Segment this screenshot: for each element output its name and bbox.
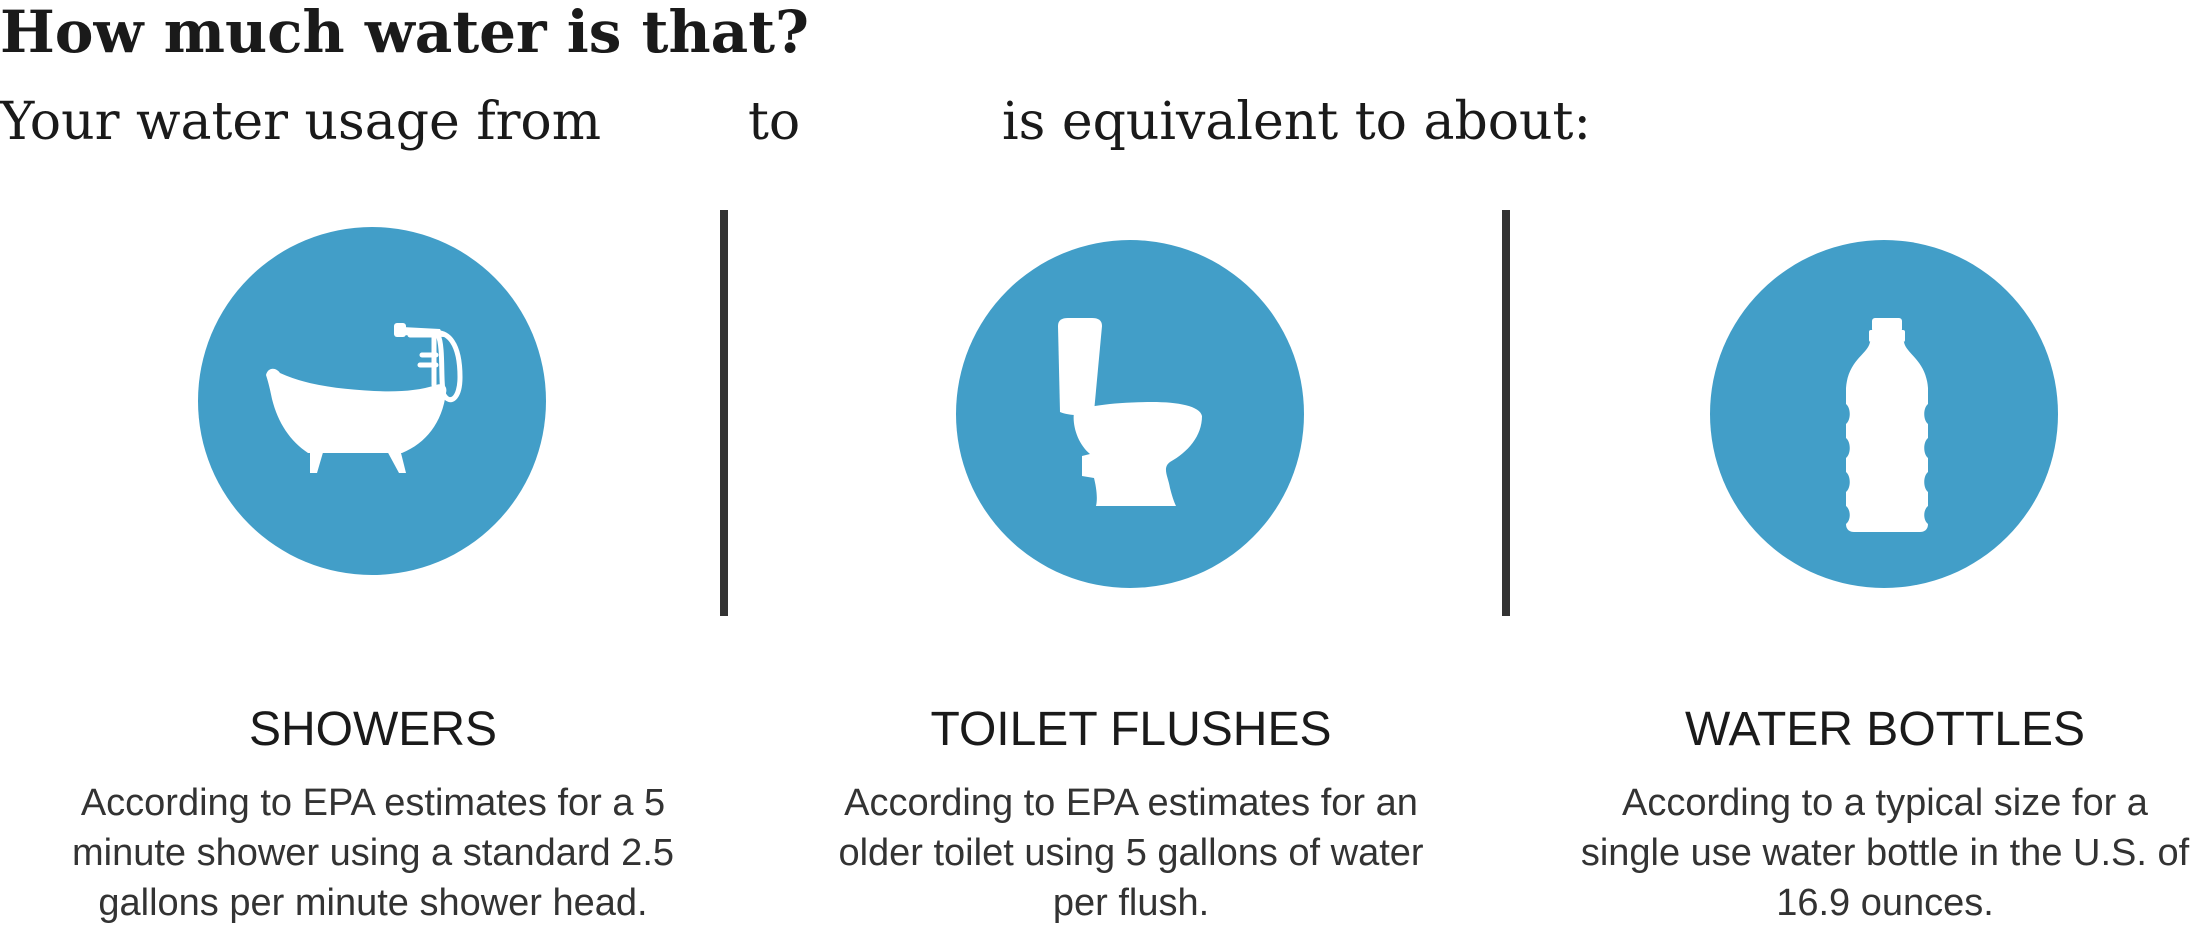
toilet-column: TOILET FLUSHES According to EPA estimate… bbox=[781, 0, 1481, 935]
showers-title: SHOWERS bbox=[248, 703, 497, 756]
water-bottles-column: WATER BOTTLES According to a typical siz… bbox=[1535, 0, 2211, 935]
toilet-flushes-title: TOILET FLUSHES bbox=[930, 703, 1332, 756]
showers-description: According to EPA estimates for a 5 minut… bbox=[71, 782, 675, 924]
subtitle-from: Your water usage from bbox=[0, 92, 602, 152]
toilet-circle bbox=[956, 240, 1304, 588]
subtitle-equivalent: is equivalent to about: bbox=[1002, 92, 1591, 152]
water-bottles-description: According to a typical size for a single… bbox=[1580, 782, 2190, 924]
bathtub-icon bbox=[266, 323, 463, 473]
water-bottles-circle bbox=[1710, 240, 2058, 588]
toilet-icon bbox=[1058, 318, 1202, 506]
water-bottles-title: WATER BOTTLES bbox=[1684, 703, 2086, 756]
water-bottle-icon bbox=[1846, 318, 1928, 532]
column-divider bbox=[720, 210, 728, 616]
page-title: How much water is that? bbox=[0, 0, 809, 66]
column-divider bbox=[1502, 210, 1510, 616]
showers-column: SHOWERS According to EPA estimates for a… bbox=[23, 0, 723, 935]
showers-circle bbox=[198, 227, 546, 575]
subtitle-to: to bbox=[748, 92, 801, 152]
toilet-flushes-description: According to EPA estimates for an older … bbox=[838, 782, 1424, 924]
